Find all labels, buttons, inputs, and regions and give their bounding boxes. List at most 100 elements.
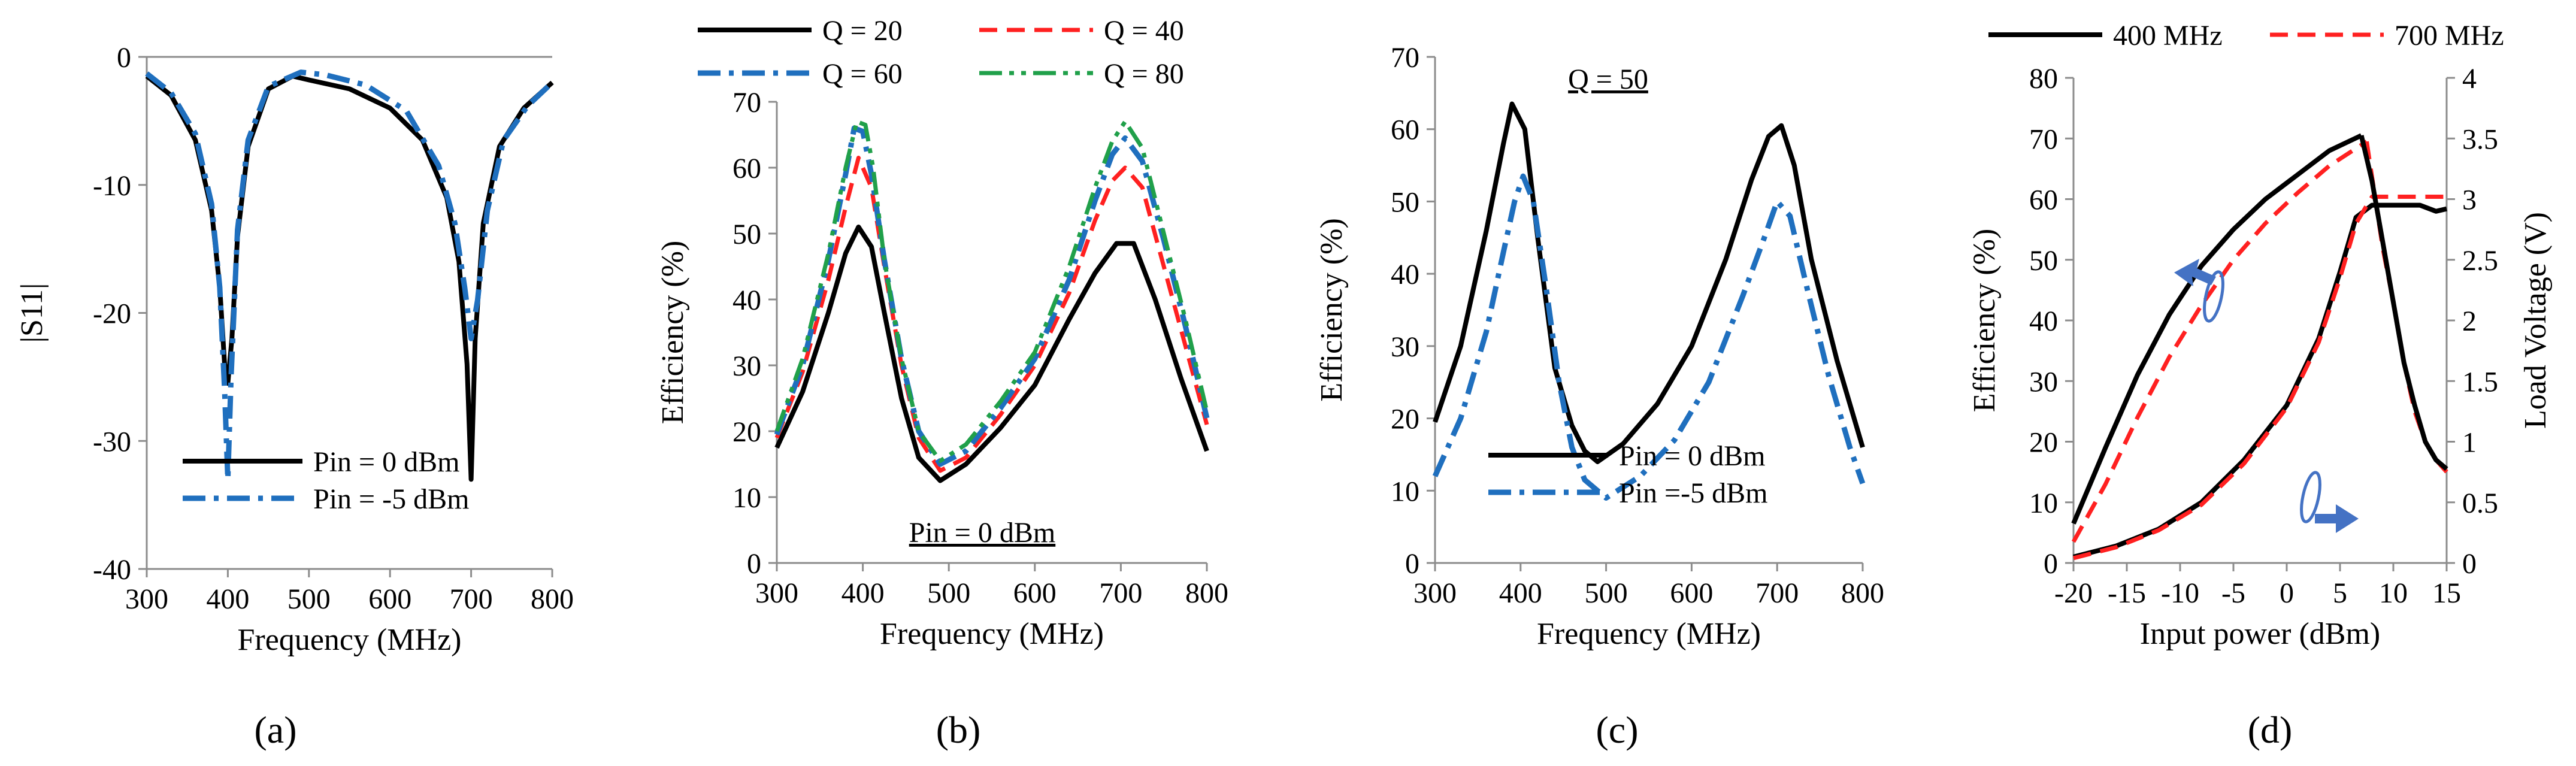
right-axis-ellipse [2300,471,2321,523]
x-tick-label: -15 [2108,577,2146,609]
y-tick-label: 20 [732,416,761,448]
y-tick-label: 40 [732,284,761,316]
y-tick-label: 30 [2029,366,2058,398]
y-tick-label: -10 [93,170,131,202]
x-tick-label: 400 [206,583,249,615]
x-tick-label: 0 [2280,577,2294,609]
x-tick-label: 300 [755,577,798,609]
x-tick-label: 400 [841,577,885,609]
y2-tick-label: 1 [2462,427,2477,459]
y2-tick-label: 1.5 [2462,366,2498,398]
annotation: Q = 50 [1568,63,1648,95]
y-tick-label: -20 [93,298,131,330]
x-tick-label: 400 [1499,577,1542,609]
y2-tick-label: 0.5 [2462,488,2498,519]
left-axis-arrow-icon [2174,259,2216,286]
panel-c: 300 400 500 600 700 800 0 10 20 30 40 50 60 70 Frequen… [1315,42,1884,651]
x-tick-label: -5 [2221,577,2245,609]
y-tick-label: -30 [93,426,131,458]
series-line-q-80 [774,119,1209,463]
series-line-700-mhz [2073,195,2447,561]
y2-tick-label: 3 [2462,184,2477,216]
x-tick-label: 300 [1413,577,1457,609]
y-tick-label: 30 [1391,331,1419,363]
y-tick-label: 0 [2044,548,2058,580]
legend-label: 700 MHz [2395,20,2504,52]
y-tick-label: 60 [732,153,761,184]
legend-label: Q = 40 [1104,15,1184,47]
y2-axis-label: Load Voltage (V) [2519,212,2553,429]
y-tick-label: 0 [117,42,131,74]
legend-label: Q = 80 [1104,58,1184,90]
series-line-400-mhz [2073,202,2447,559]
series-line-q-60 [774,125,1210,467]
legend-label: Pin = 0 dBm [313,446,459,478]
y-tick-label: 0 [1405,548,1419,580]
x-axis-label: Frequency (MHz) [880,617,1104,651]
legend-label: Pin =-5 dBm [1619,477,1767,509]
caption-c: (c) [1596,709,1638,751]
y-tick-label: 60 [2029,184,2058,216]
x-tick-label: 700 [1099,577,1142,609]
x-axis-label: Frequency (MHz) [238,623,462,657]
legend-label: 400 MHz [2113,20,2223,52]
y-tick-label: 10 [1391,476,1419,507]
y2-tick-label: 4 [2462,63,2477,95]
y-tick-label: 20 [1391,404,1419,435]
caption-b: (b) [936,709,981,751]
y-tick-label: 60 [1391,114,1419,146]
x-tick-label: 500 [1585,577,1628,609]
panel-d: -20 -15 -10 -5 0 5 10 150102030405060708000.511… [1967,20,2553,651]
y2-tick-label: 2 [2462,305,2477,337]
y-tick-label: 10 [732,482,761,514]
y-tick-label: 50 [1391,186,1419,218]
x-tick-label: -10 [2161,577,2199,609]
series-line-400-mhz [2359,135,2448,471]
x-tick-label: 800 [1185,577,1228,609]
y-tick-label: 40 [2029,305,2058,337]
y-axis-label: Efficiency (%) [1967,229,2002,413]
y-tick-label: 30 [732,350,761,382]
x-tick-label: -20 [2054,577,2093,609]
series-line-q-20 [774,225,1209,483]
annotation: Pin = 0 dBm [909,517,1055,549]
series-line-700-mhz [2365,141,2448,474]
right-axis-arrow-icon [2315,504,2359,533]
legend-label: Pin = -5 dBm [313,483,469,515]
panel-a: 300 400 500 600 700 800 0 -10 -20 -30 -40 Frequency… [15,42,574,657]
series-line-400-mhz [2071,133,2363,525]
x-tick-label: 700 [450,583,493,615]
x-axis-label: Input power (dBm) [2140,617,2380,651]
y-tick-label: 0 [747,548,761,580]
y-tick-label: 70 [2029,123,2058,155]
y-tick-label: 40 [1391,259,1419,290]
series-line-pin-5-dbm [145,69,555,482]
y-tick-label: 10 [2029,488,2058,519]
x-tick-label: 600 [1013,577,1057,609]
x-tick-label: 500 [927,577,970,609]
x-tick-label: 500 [287,583,331,615]
x-tick-label: 15 [2432,577,2461,609]
y-axis-label: Efficiency (%) [1315,218,1349,402]
y-tick-label: 50 [2029,245,2058,277]
y-tick-label: 50 [732,219,761,250]
y-tick-label: 70 [1391,42,1419,74]
left-axis-ellipse [2203,270,2224,323]
x-tick-label: 600 [368,583,411,615]
x-tick-label: 800 [531,583,574,615]
x-tick-label: 10 [2379,577,2408,609]
panel-b: 300 400 500 600 700 800 0 10 20 30 40 50 60 70 Frequen… [656,15,1228,651]
y2-tick-label: 2.5 [2462,245,2498,277]
y-tick-label: 80 [2029,63,2058,95]
y-axis-label: Efficiency (%) [656,241,690,425]
series-line-pin-0-dbm [145,74,554,482]
series-line-pin-5-dbm [1432,173,1866,501]
x-tick-label: 5 [2333,577,2347,609]
y-axis-label: |S11| [15,283,49,343]
x-tick-label: 300 [125,583,168,615]
x-tick-label: 700 [1755,577,1799,609]
y-tick-label: 20 [2029,427,2058,459]
y2-tick-label: 0 [2462,548,2477,580]
series-line-q-40 [774,156,1209,473]
